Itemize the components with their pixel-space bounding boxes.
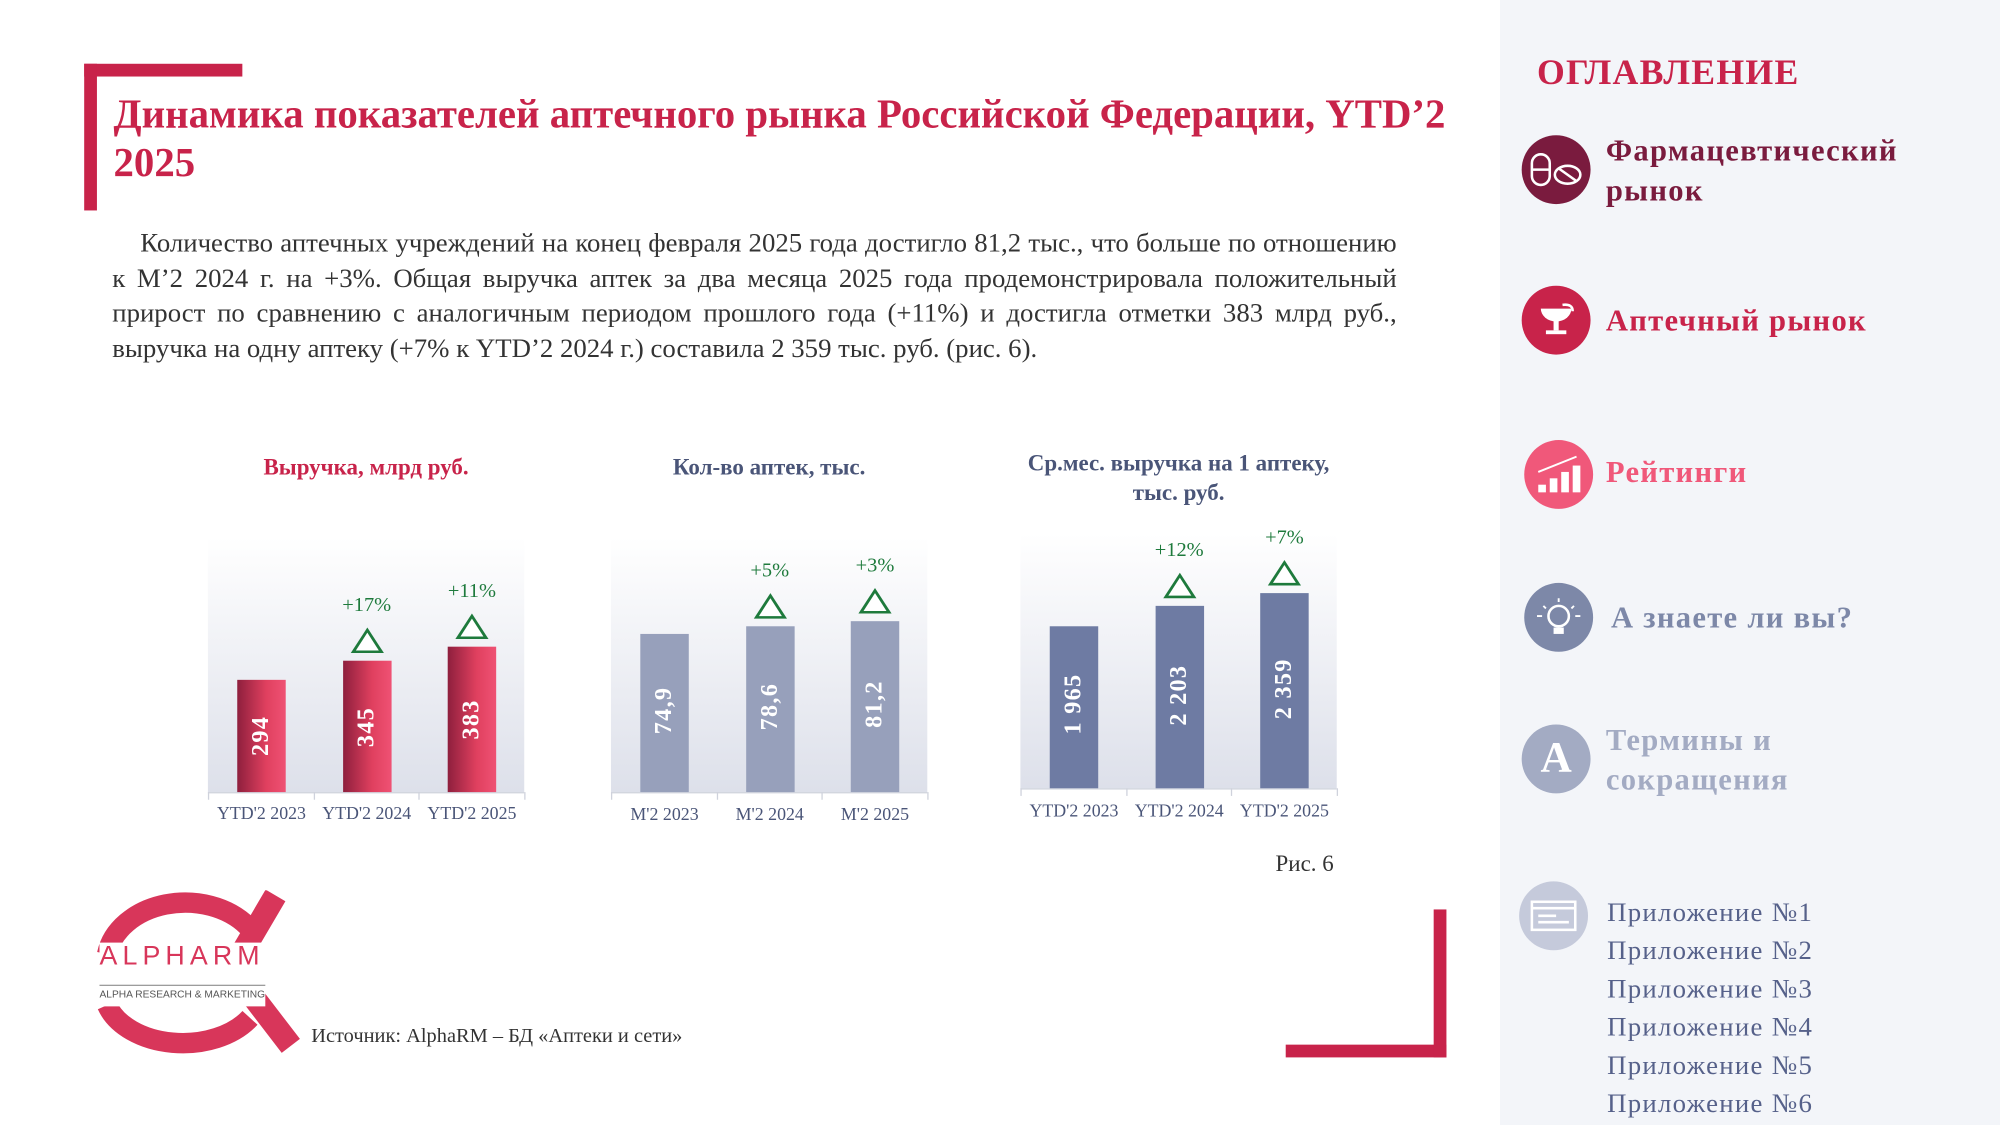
bar-value-label: 383 <box>457 699 485 740</box>
growth-triangle-inner <box>758 598 782 617</box>
letter-a-icon[interactable]: A <box>1521 724 1591 794</box>
bar-chart-icon[interactable] <box>1524 440 1594 509</box>
logo-tagline: ALPHA RESEARCH & MARKETING <box>99 984 266 1000</box>
category-label: YTD'2 2024 <box>1134 802 1224 822</box>
category-label: M'2 2024 <box>735 806 804 826</box>
corner-bracket-top-left <box>84 63 243 211</box>
growth-label: +7% <box>1265 526 1304 549</box>
lightbulb-icon[interactable] <box>1524 582 1594 652</box>
category-label: M'2 2025 <box>840 806 910 826</box>
axis-tick <box>313 792 315 800</box>
growth-label: +12% <box>1154 539 1204 562</box>
chart-bar <box>1260 593 1309 789</box>
category-label: YTD'2 2025 <box>1239 802 1329 822</box>
category-label: YTD'2 2025 <box>427 804 517 824</box>
toc-item-pharmacy-market[interactable]: Аптечный рынок <box>1605 304 1867 339</box>
bar-value-label: 345 <box>352 706 380 747</box>
bar-value-label: 78,6 <box>755 683 783 731</box>
axis-tick <box>821 792 824 800</box>
category-label: YTD'2 2023 <box>216 804 306 824</box>
toc-item-pharma-market[interactable]: Фармацевтический рынок <box>1605 135 1898 208</box>
document-icon <box>1519 881 1589 951</box>
toc-title: ОГЛАВЛЕНИЕ <box>1536 53 1800 94</box>
bar-value-label: 2 203 <box>1165 664 1192 726</box>
chart-bar <box>745 626 795 793</box>
appendix-link[interactable]: Приложение №1 <box>1607 896 1814 928</box>
toc-item-terms[interactable]: Термины и сокращения <box>1605 724 1789 798</box>
bar-value-label: 2 359 <box>1270 657 1298 719</box>
chart-bar <box>640 634 689 793</box>
chart-bar <box>1049 625 1099 789</box>
axis-tick <box>927 792 929 800</box>
chart-bar <box>1154 606 1204 789</box>
category-label: YTD'2 2024 <box>322 804 412 824</box>
bar-value-label: 81,2 <box>860 680 888 728</box>
appendix-link[interactable]: Приложение №5 <box>1607 1049 1814 1081</box>
chart-title: Кол-во аптек, тыс. <box>672 454 866 480</box>
category-label: YTD'2 2023 <box>1029 802 1119 822</box>
toc-item-did-you-know[interactable]: А знаете ли вы? <box>1610 602 1854 636</box>
appendix-link[interactable]: Приложение №6 <box>1607 1088 1814 1119</box>
bar-value-label: 1 965 <box>1059 673 1087 735</box>
alpharm-logo: ALPHARM ALPHA RESEARCH & MARKETING <box>97 889 301 1054</box>
logo-name: ALPHARM <box>99 941 265 971</box>
chart-bar <box>342 661 391 793</box>
chart-bar <box>447 646 497 793</box>
axis-tick <box>524 792 526 800</box>
axis-tick <box>1125 788 1128 796</box>
growth-triangle-inner <box>460 618 484 637</box>
axis-tick <box>207 792 210 800</box>
growth-triangle-inner <box>863 593 887 611</box>
bar-value-label: 74,9 <box>650 686 678 735</box>
category-label: M'2 2023 <box>630 806 699 826</box>
toc-item-ratings[interactable]: Рейтинги <box>1605 456 1748 490</box>
chart-title: Выручка, млрд руб. <box>263 454 469 480</box>
axis-tick <box>716 792 718 800</box>
growth-triangle-inner <box>1272 565 1296 583</box>
appendix-link[interactable]: Приложение №3 <box>1607 973 1814 1004</box>
axis-tick <box>1231 788 1233 796</box>
axis-tick <box>1336 788 1339 796</box>
axis-tick <box>418 792 421 800</box>
growth-label: +17% <box>342 594 392 617</box>
axis-tick <box>610 792 613 800</box>
page-title: Динамика показателей аптечного рынка Рос… <box>113 90 1446 185</box>
source-note: Источник: AlphaRM – БД «Аптеки и сети» <box>311 1025 683 1048</box>
axis-tick <box>1020 788 1022 796</box>
chart-bar <box>237 680 286 793</box>
bar-value-label: 294 <box>247 716 275 757</box>
appendix-link[interactable]: Приложение №4 <box>1607 1011 1814 1043</box>
growth-label: +5% <box>750 560 790 582</box>
growth-label: +11% <box>447 580 497 603</box>
corner-bracket-bottom-right <box>1285 909 1447 1058</box>
growth-triangle-inner <box>1167 577 1191 596</box>
pills-icon[interactable] <box>1521 135 1591 205</box>
growth-triangle-inner <box>355 633 379 651</box>
chart-bar <box>850 621 900 793</box>
pharmacy-bowl-icon[interactable] <box>1521 285 1591 355</box>
figure-caption: Рис. 6 <box>1275 850 1334 877</box>
logo-mark-icon <box>97 889 300 1054</box>
growth-label: +3% <box>855 554 895 577</box>
appendix-link[interactable]: Приложение №2 <box>1607 934 1814 966</box>
chart-title: Ср.мес. выручка на 1 аптеку, тыс. руб. <box>1027 450 1330 506</box>
summary-paragraph: Количество аптечных учреждений на конец … <box>112 227 1397 363</box>
